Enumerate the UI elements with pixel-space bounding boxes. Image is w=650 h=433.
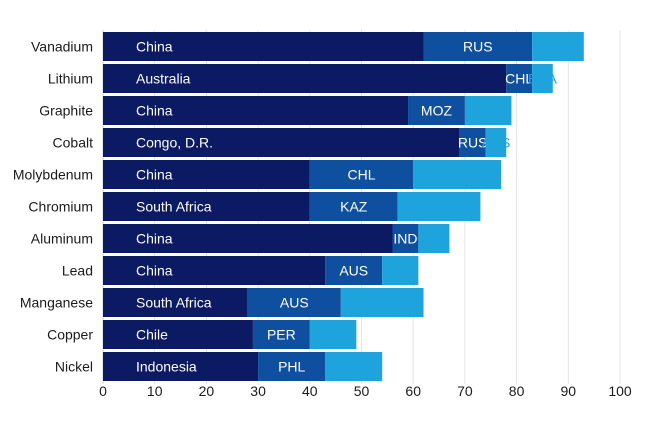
- bar-segment-label: Congo, D.R.: [136, 135, 213, 151]
- bar-segment: [103, 32, 424, 61]
- x-tick-label: 50: [354, 383, 370, 399]
- bar-segment-label: USA: [443, 167, 472, 183]
- bar-segment: [103, 96, 409, 125]
- bar-segment-label: CHL: [347, 167, 375, 183]
- x-tick-label: 90: [561, 383, 577, 399]
- bar-segment: [485, 128, 507, 157]
- bar-segment-label: RUS: [463, 39, 493, 55]
- category-label: Copper: [47, 327, 93, 343]
- bar-segment-label: AUS: [482, 135, 511, 151]
- x-tick-label: 10: [147, 383, 163, 399]
- category-label: Molybdenum: [13, 167, 93, 183]
- bar-segment: [103, 224, 393, 253]
- category-label: Chromium: [28, 199, 93, 215]
- bar-segment: [413, 160, 502, 189]
- category-label: Lithium: [48, 71, 93, 87]
- bar-segment: [258, 352, 326, 381]
- bar-segment: [103, 352, 259, 381]
- x-tick-label: 0: [99, 383, 107, 399]
- bar-segment-label: South Africa: [136, 199, 212, 215]
- bar-segment: [309, 192, 398, 221]
- category-label: Lead: [62, 263, 93, 279]
- bar-segment-label: GAB: [367, 295, 397, 311]
- x-tick-label: 70: [457, 383, 473, 399]
- x-tick-label: 40: [302, 383, 318, 399]
- bar-segment-label: CHN: [318, 327, 348, 343]
- bar-segment-label: RUS: [339, 359, 369, 375]
- bar-segment: [103, 256, 326, 285]
- bar-segment: [408, 96, 465, 125]
- category-label: Aluminum: [31, 231, 93, 247]
- bar-segment-label: China: [136, 167, 173, 183]
- bar-segment-label: Indonesia: [136, 359, 197, 375]
- category-label: Graphite: [39, 103, 93, 119]
- bar-segment: [382, 256, 419, 285]
- x-tick-label: 60: [405, 383, 421, 399]
- bar-segment-label: PHL: [278, 359, 305, 375]
- bar-segment: [464, 96, 512, 125]
- bar-segment-label: ZAF: [545, 39, 571, 55]
- x-tick-label: 30: [250, 383, 266, 399]
- bar-segment: [423, 32, 533, 61]
- bar-segment-label: IND: [393, 231, 417, 247]
- bar-segment: [103, 128, 460, 157]
- bar-segment: [103, 288, 248, 317]
- bar-segment: [392, 224, 419, 253]
- category-label: Cobalt: [53, 135, 94, 151]
- x-tick-label: 80: [509, 383, 525, 399]
- bar-segment: [325, 352, 383, 381]
- bar-segment-label: China: [136, 103, 173, 119]
- bar-segment: [506, 64, 533, 93]
- bar-segment: [252, 320, 310, 349]
- bar-segment: [532, 32, 584, 61]
- bar-segment-label: TUR: [425, 199, 454, 215]
- bar-segment: [325, 256, 383, 285]
- bar-segment: [340, 288, 424, 317]
- x-tick-label: 20: [199, 383, 215, 399]
- bar-segment-label: South Africa: [136, 295, 212, 311]
- bar-segment-label: CHL: [505, 71, 533, 87]
- x-tick-label: 100: [608, 383, 632, 399]
- bar-segment-label: AUS: [339, 263, 368, 279]
- bar-segment: [418, 224, 450, 253]
- bar-segment-label: China: [136, 263, 173, 279]
- bar-segment-label: RUS: [458, 135, 488, 151]
- bar-segment: [532, 64, 553, 93]
- bar-segment-label: KAZ: [340, 199, 368, 215]
- bar-segment-label: Australia: [136, 71, 191, 87]
- bar-segment: [247, 288, 341, 317]
- category-labels: Vanadium Lithium Graphite Cobalt Molybdenum C…: [13, 39, 93, 375]
- bar-segment: [397, 192, 481, 221]
- category-label: Manganese: [20, 295, 93, 311]
- bar-segment: [309, 320, 357, 349]
- bar-segment: [459, 128, 486, 157]
- bar-segment-label: BRA: [528, 71, 557, 87]
- bar-segment-label: China: [136, 231, 173, 247]
- bar-segment-label: PER: [267, 327, 296, 343]
- bar-segment-label: AUS: [280, 295, 309, 311]
- bar-segment-label: BRA: [474, 103, 503, 119]
- bar-segment: [103, 192, 310, 221]
- bar-segment: [103, 320, 253, 349]
- bar-segment: [103, 64, 507, 93]
- x-tick-labels: 0 10 20 30 40 50 60 70 80 90 100: [99, 383, 632, 399]
- bar-segment: [103, 160, 310, 189]
- bar-segment-label: China: [136, 39, 173, 55]
- category-label: Nickel: [55, 359, 93, 375]
- bar-segment-label: MOZ: [421, 103, 453, 119]
- bar-segment-label: USA: [386, 263, 415, 279]
- category-label: Vanadium: [31, 39, 93, 55]
- bar-segment-label: Chile: [136, 327, 168, 343]
- bar-segment: [309, 160, 414, 189]
- bar-segment-label: RUS: [419, 231, 449, 247]
